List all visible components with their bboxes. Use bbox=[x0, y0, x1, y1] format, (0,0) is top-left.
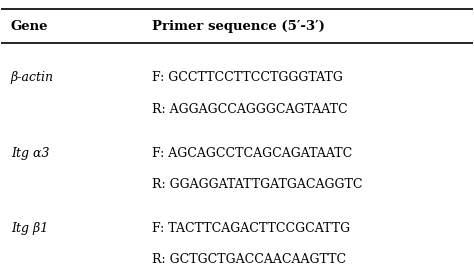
Text: Itg β1: Itg β1 bbox=[11, 222, 48, 235]
Text: β-actin: β-actin bbox=[11, 72, 54, 84]
Text: Gene: Gene bbox=[11, 20, 48, 33]
Text: F: AGCAGCCTCAGCAGATAATC: F: AGCAGCCTCAGCAGATAATC bbox=[152, 147, 353, 160]
Text: F: TACTTCAGACTTCCGCATTG: F: TACTTCAGACTTCCGCATTG bbox=[152, 222, 350, 235]
Text: F: GCCTTCCTTCCTGGGTATG: F: GCCTTCCTTCCTGGGTATG bbox=[152, 72, 343, 84]
Text: Primer sequence (5′-3′): Primer sequence (5′-3′) bbox=[152, 20, 325, 33]
Text: R: GCTGCTGACCAACAAGTTC: R: GCTGCTGACCAACAAGTTC bbox=[152, 253, 346, 266]
Text: R: AGGAGCCAGGGCAGTAATC: R: AGGAGCCAGGGCAGTAATC bbox=[152, 102, 348, 116]
Text: Itg α3: Itg α3 bbox=[11, 147, 49, 160]
Text: R: GGAGGATATTGATGACAGGTC: R: GGAGGATATTGATGACAGGTC bbox=[152, 178, 363, 191]
